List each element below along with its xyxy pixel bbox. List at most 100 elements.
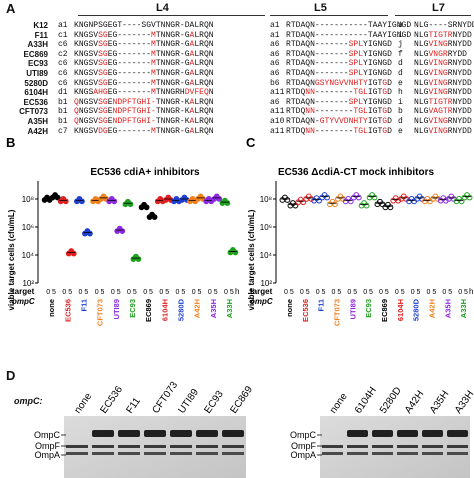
target-strain-label: EC869	[144, 299, 153, 322]
y-tick-label: 10⁴	[260, 251, 273, 260]
loop-sequence: KNGSVSGEG-------MTNNGR-GALRQN	[74, 30, 214, 40]
panel-b-title: EC536 cdiA+ inhibitors	[90, 167, 200, 178]
data-point	[70, 250, 77, 257]
lane-label: 5280D	[378, 385, 404, 415]
data-point	[111, 198, 118, 205]
allele-label: b1	[58, 107, 68, 117]
target-strain-label: EC536	[301, 299, 310, 322]
loop-sequence: RTDQNN--------TGLIGTGD	[286, 107, 392, 117]
lane-label: EC869	[228, 384, 255, 416]
band-label-left: OmpA	[34, 450, 60, 460]
allele-label: d	[398, 117, 403, 126]
time-labels: 0 5	[79, 289, 89, 296]
time-labels: 0 5	[379, 289, 389, 296]
l5-rule	[270, 15, 388, 16]
data-point	[224, 200, 231, 207]
l4-rule	[78, 15, 265, 16]
panel-b-ylabel: viable target cells (cfu/mL)	[7, 209, 16, 310]
allele-label: c1	[58, 30, 68, 40]
target-strain-label: EC536	[63, 299, 72, 322]
ompa-band	[422, 452, 443, 455]
strain-label: EC536	[23, 97, 48, 107]
strain-label: UTI89	[26, 69, 48, 78]
allele-label: e	[398, 126, 403, 136]
ompa-band	[196, 452, 218, 455]
y-tick-label: 10⁸	[22, 195, 34, 204]
data-point	[119, 228, 126, 235]
target-strain-label: A42H	[427, 299, 436, 318]
alignment-row: 6104H d1 KNGSAHGEG-------MTNNGRHDVFEQN a11 R…	[0, 87, 474, 98]
data-point	[442, 197, 449, 204]
ompf-band	[118, 445, 140, 448]
loop-sequence: NLGVINGRNYDD	[414, 117, 472, 126]
ompa-band	[170, 452, 192, 455]
target-strain-label: A33H	[459, 299, 468, 318]
data-point	[387, 204, 394, 211]
target-strain-label: none	[47, 299, 56, 317]
ompa-band	[144, 452, 166, 455]
loop-sequence: RTDAQN-----------TAAYIGNGD	[286, 30, 412, 40]
allele-label: a1	[58, 21, 68, 30]
time-labels: 0 5	[395, 289, 405, 296]
lane-label: F11	[124, 396, 143, 416]
panel-d-letter: D	[6, 368, 16, 383]
loop-sequence: QNGSVSGENDPFTGHI-TNNGR-KALRQN	[74, 97, 214, 107]
loop-sequence: RTDAQN-------SPLYIGNGD	[286, 59, 392, 69]
alignment-row: A35H b1 QNGSVSGENDPFTGHI-TNNGR-KALRQN a10 RT…	[0, 116, 474, 127]
ompf-band	[196, 445, 218, 448]
strain-label: 5280D	[24, 78, 48, 88]
panel-a-alignment: A L4 L5 L7 K12 a1 KNGNPSGEGT----SGVTNNGR-D…	[0, 0, 474, 136]
ompc-band	[447, 430, 468, 437]
allele-label: a10	[270, 117, 285, 126]
strain-label: EC869	[23, 49, 48, 59]
time-labels: 0 5	[332, 289, 342, 296]
target-strain-label: 6104H	[160, 299, 169, 321]
ompf-band	[170, 445, 192, 448]
loop-sequence: KNGNPSGEGT----SGVTNNGR-DALRQN	[74, 21, 214, 30]
ompf-band	[397, 445, 418, 448]
band-label-right: OmpF	[291, 441, 317, 451]
time-labels: 0 5	[208, 289, 218, 296]
allele-label: b	[398, 107, 403, 117]
data-point	[435, 195, 441, 202]
alignment-row: 5280D c6 KNGSVSGEG-------MTNNGR-GALRQN b6 RT…	[0, 78, 474, 89]
ompc-label: ompC	[250, 297, 273, 306]
panel-a-letter: A	[6, 1, 16, 16]
ompc-band	[196, 430, 218, 437]
data-point	[87, 230, 93, 237]
data-point	[363, 202, 370, 209]
ompf-band	[66, 445, 88, 448]
allele-label: b6	[270, 78, 280, 88]
target-strain-label: UTI89	[112, 299, 121, 319]
loop-sequence: RTDAQNGSYNGVVNHTYIGTGD	[286, 78, 392, 88]
allele-label: a11	[270, 88, 285, 98]
loop-sequence: NLGVINGRNYDD	[414, 69, 472, 78]
target-label: target	[250, 287, 273, 296]
target-strain-label: EC93	[364, 299, 373, 318]
target-strain-label: CFT073	[332, 299, 341, 326]
ompa-band	[66, 452, 88, 455]
data-point	[316, 197, 322, 204]
ompf-band	[447, 445, 468, 448]
ompc-band	[422, 430, 443, 437]
loop-sequence: RTDAQN-------SPLYIGNGD	[286, 97, 392, 107]
allele-label: d	[398, 69, 403, 78]
ompf-band	[347, 445, 368, 448]
lane-label: EC536	[98, 384, 125, 416]
target-strain-label: 5280D	[176, 298, 185, 321]
data-point	[135, 256, 142, 263]
data-point	[458, 198, 465, 205]
time-labels: 0 5	[111, 289, 121, 296]
ompc-label: ompC	[12, 297, 35, 306]
band-label-right: OmpA	[290, 450, 316, 460]
band-label-left: OmpC	[34, 430, 61, 440]
loop-l7-heading: L7	[432, 2, 445, 14]
ompf-band	[92, 445, 114, 448]
y-tick-label: 10⁶	[260, 223, 272, 232]
time-labels: 0 5	[46, 289, 56, 296]
allele-label: h	[398, 88, 403, 98]
time-labels: 0 5	[127, 289, 137, 296]
loop-sequence: KNGSVSGEG-------MTNNGR-GALRQN	[74, 59, 214, 69]
ompa-band	[397, 452, 418, 455]
